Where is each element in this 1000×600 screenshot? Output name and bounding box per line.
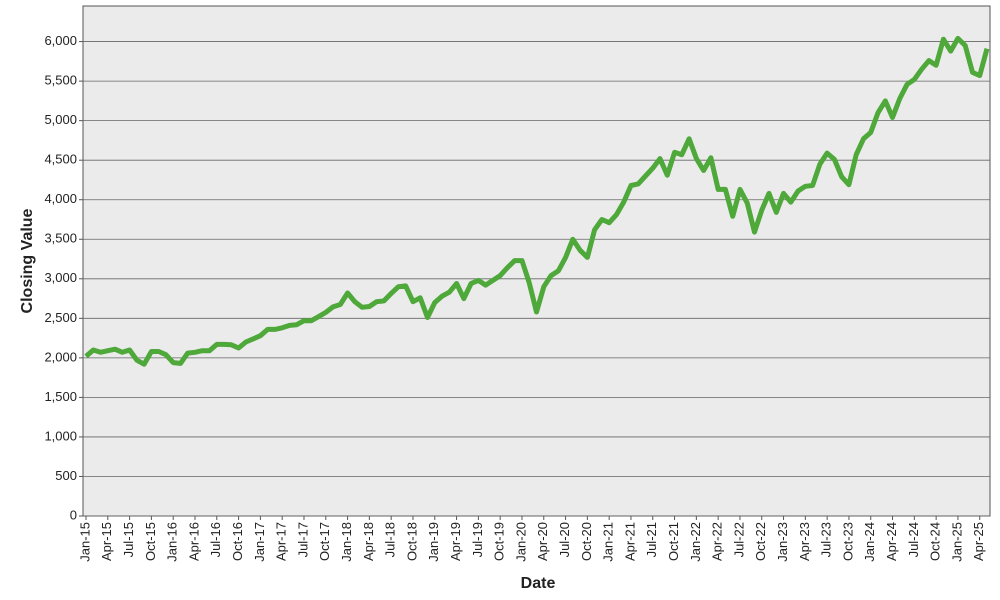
y-tick-label: 3,000 [44,270,77,285]
x-tick-label: Apr-17 [274,522,289,561]
y-tick-label: 4,000 [44,191,77,206]
x-tick-label: Apr-20 [535,522,550,561]
y-tick-label: 500 [55,468,77,483]
x-tick-label: Oct-20 [579,522,594,561]
price-line [84,35,990,367]
y-tick-label: 2,500 [44,310,77,325]
x-tick-label: Jan-19 [426,522,441,562]
x-tick-label: Apr-25 [971,522,986,561]
x-tick-label: Jan-21 [601,522,616,562]
x-tick-label: Apr-18 [361,522,376,561]
x-tick-label: Jan-22 [688,522,703,562]
x-tick-label: Jan-24 [862,522,877,562]
x-tick-label: Jul-22 [731,522,746,557]
x-tick-label: Jul-21 [644,522,659,557]
x-tick-label: Jan-17 [252,522,267,562]
x-tick-label: Jan-16 [165,522,180,562]
y-tick-label: 1,000 [44,428,77,443]
x-tick-label: Jul-15 [121,522,136,557]
x-tick-label: Oct-19 [492,522,507,561]
y-tick-label: 5,500 [44,73,77,88]
x-tick-label: Jan-15 [77,522,92,562]
x-tick-label: Oct-21 [666,522,681,561]
x-tick-label: Jul-19 [470,522,485,557]
x-tick-label: Apr-22 [710,522,725,561]
x-tick-label: Jul-16 [208,522,223,557]
x-tick-label: Apr-21 [622,522,637,561]
y-tick-label: 4,500 [44,152,77,167]
y-axis-title: Closing Value [19,208,36,313]
x-tick-label: Oct-17 [317,522,332,561]
x-tick-label: Jan-20 [513,522,528,562]
x-tick-label: Jul-17 [295,522,310,557]
x-tick-label: Jul-23 [819,522,834,557]
x-tick-label: Apr-19 [448,522,463,561]
x-tick-label: Oct-24 [928,522,943,561]
x-tick-label: Jul-24 [906,522,921,557]
x-tick-label: Jan-25 [949,522,964,562]
x-tick-label: Oct-23 [840,522,855,561]
x-tick-label: Jan-23 [775,522,790,562]
x-tick-label: Oct-22 [753,522,768,561]
x-tick-label: Oct-15 [143,522,158,561]
y-tick-label: 5,000 [44,112,77,127]
x-tick-label: Jan-18 [339,522,354,562]
x-tick-label: Apr-16 [186,522,201,561]
y-tick-label: 0 [70,507,77,522]
x-tick-label: Apr-15 [99,522,114,561]
y-tick-label: 3,500 [44,231,77,246]
x-tick-label: Jul-20 [557,522,572,557]
x-axis-title: Date [521,575,556,592]
x-tick-label: Jul-18 [383,522,398,557]
plot-area [82,5,991,517]
x-tick-label: Oct-18 [404,522,419,561]
x-tick-label: Apr-24 [884,522,899,561]
x-tick-label: Apr-23 [797,522,812,561]
y-tick-label: 2,000 [44,349,77,364]
x-tick-label: Oct-16 [230,522,245,561]
y-tick-label: 6,000 [44,33,77,48]
y-tick-label: 1,500 [44,389,77,404]
